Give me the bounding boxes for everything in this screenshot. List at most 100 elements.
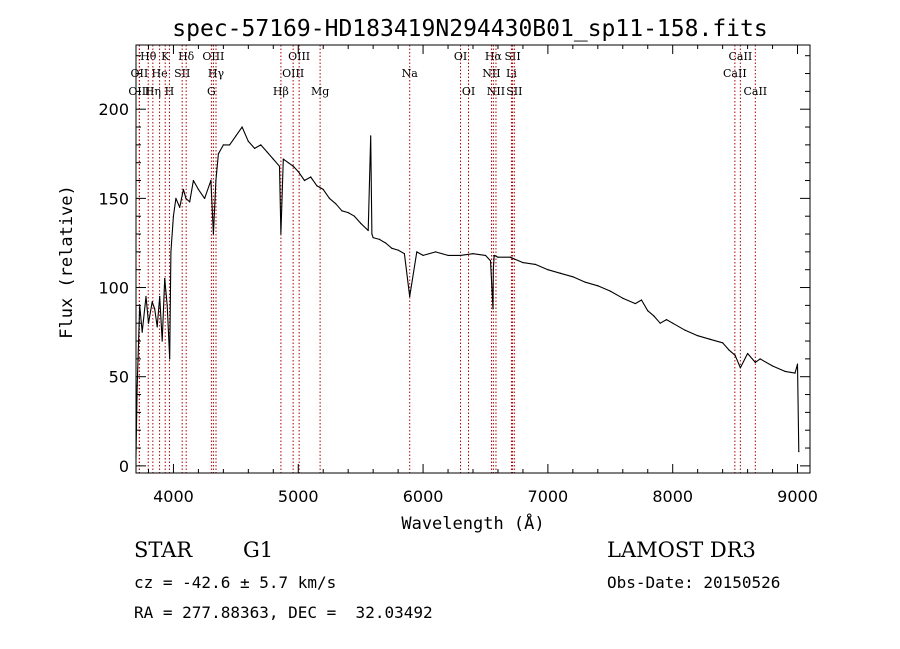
data-point-0-92 (684, 329, 686, 331)
line-marker-label-2: Hθ (140, 50, 157, 63)
data-point-0-37 (278, 165, 281, 167)
data-point-0-100 (754, 361, 756, 364)
data-point-0-75 (509, 256, 512, 258)
line-marker-label-6: H (165, 85, 175, 98)
data-point-0-91 (672, 322, 674, 324)
data-point-0-25 (212, 233, 214, 235)
data-point-0-73 (493, 254, 495, 257)
data-point-0-45 (316, 185, 318, 187)
data-point-0-36 (272, 158, 274, 160)
data-point-0-20 (189, 201, 191, 203)
data-point-0-104 (794, 372, 796, 374)
data-point-0-78 (547, 269, 549, 271)
line-marker-label-16: Na (402, 67, 419, 80)
data-point-0-31 (241, 126, 243, 128)
data-point-0-42 (297, 171, 299, 173)
y-axis: 0 50 100 150 200 (98, 55, 810, 476)
x-tick-label-2: 6000 (403, 487, 444, 506)
data-point-0-68 (472, 253, 474, 255)
data-point-0-63 (416, 251, 418, 253)
data-point-0-11 (164, 278, 166, 280)
data-point-0-35 (266, 151, 268, 153)
data-point-0-38 (280, 233, 282, 235)
data-point-0-22 (197, 188, 200, 191)
series-line-0 (135, 126, 800, 457)
line-marker-label-19: Hα (485, 50, 503, 63)
data-point-0-33 (253, 147, 256, 150)
data-point-0-74 (497, 256, 499, 258)
data-point-0-61 (403, 253, 405, 255)
data-point-0-70 (489, 260, 492, 262)
survey-name: LAMOST DR3 (607, 538, 756, 562)
data-point-0-103 (784, 370, 786, 372)
line-marker-label-18: OI (462, 85, 475, 98)
data-point-0-79 (559, 272, 561, 274)
data-point-0-71 (492, 308, 494, 310)
data-point-0-83 (609, 290, 611, 292)
redshift-velocity: cz = -42.6 ± 5.7 km/s (134, 573, 337, 592)
data-point-0-44 (310, 176, 312, 178)
line-marker-label-21: NII (487, 85, 505, 98)
data-point-0-102 (771, 365, 774, 367)
line-marker-label-11: G (207, 85, 216, 98)
data-point-0-29 (229, 144, 231, 146)
line-marker-label-7: SII (174, 67, 190, 80)
y-tick-label-2: 100 (98, 279, 129, 298)
data-point-0-7 (154, 308, 156, 310)
data-point-0-81 (584, 281, 586, 283)
line-marker-label-25: CaII (729, 50, 753, 63)
line-marker-label-12: Hβ (273, 85, 289, 98)
data-point-0-30 (235, 135, 237, 137)
data-point-0-18 (182, 188, 185, 191)
x-tick-label-4: 8000 (652, 487, 693, 506)
data-point-0-14 (170, 251, 172, 253)
data-point-0-72 (492, 269, 494, 271)
line-marker-label-23: Li (506, 67, 517, 80)
line-marker-label-8: Hδ (178, 50, 195, 63)
data-point-0-88 (653, 315, 655, 317)
data-point-0-21 (192, 179, 195, 182)
data-point-0-16 (175, 197, 177, 199)
data-point-0-87 (647, 310, 649, 312)
data-point-0-6 (151, 301, 153, 303)
line-marker-label-27: CaII (743, 85, 767, 98)
ra-dec-coordinates: RA = 277.88363, DEC = 32.03492 (134, 603, 433, 622)
data-point-0-80 (572, 276, 574, 278)
data-point-0-95 (722, 342, 724, 344)
x-tick-label-0: 4000 (153, 487, 194, 506)
line-marker-label-10: Hγ (208, 67, 225, 80)
data-point-0-12 (166, 304, 168, 306)
line-marker-label-4: Hη (145, 85, 161, 98)
data-point-0-66 (447, 254, 449, 257)
chart-title: spec-57169-HD183419N294430B01_sp11-158.f… (172, 16, 767, 42)
data-point-0-94 (709, 338, 711, 340)
data-point-0-10 (161, 340, 163, 342)
data-point-0-82 (597, 285, 599, 287)
data-point-0-13 (169, 358, 171, 360)
line-marker-label-5: K (161, 50, 170, 63)
line-marker-label-13: OIII (288, 50, 310, 63)
data-point-0-5 (147, 322, 150, 324)
data-point-0-96 (728, 349, 730, 351)
data-point-0-55 (371, 233, 373, 235)
data-point-0-105 (796, 363, 799, 365)
y-tick-label-4: 200 (98, 100, 129, 119)
data-point-0-56 (372, 237, 374, 239)
data-point-0-23 (204, 197, 206, 199)
data-point-0-65 (434, 251, 437, 253)
data-point-0-1 (136, 385, 138, 387)
data-point-0-47 (328, 197, 331, 199)
data-point-0-40 (287, 162, 289, 164)
data-point-0-90 (665, 319, 668, 321)
data-point-0-53 (367, 229, 369, 232)
data-point-0-4 (145, 295, 147, 298)
data-point-0-24 (210, 179, 212, 182)
data-point-0-60 (397, 249, 399, 251)
data-point-0-59 (391, 247, 393, 249)
line-marker-label-24: SII (506, 85, 522, 98)
series-group (135, 126, 800, 458)
data-point-0-64 (422, 254, 424, 257)
y-tick-label-1: 50 (109, 368, 129, 387)
data-point-0-84 (622, 297, 624, 299)
